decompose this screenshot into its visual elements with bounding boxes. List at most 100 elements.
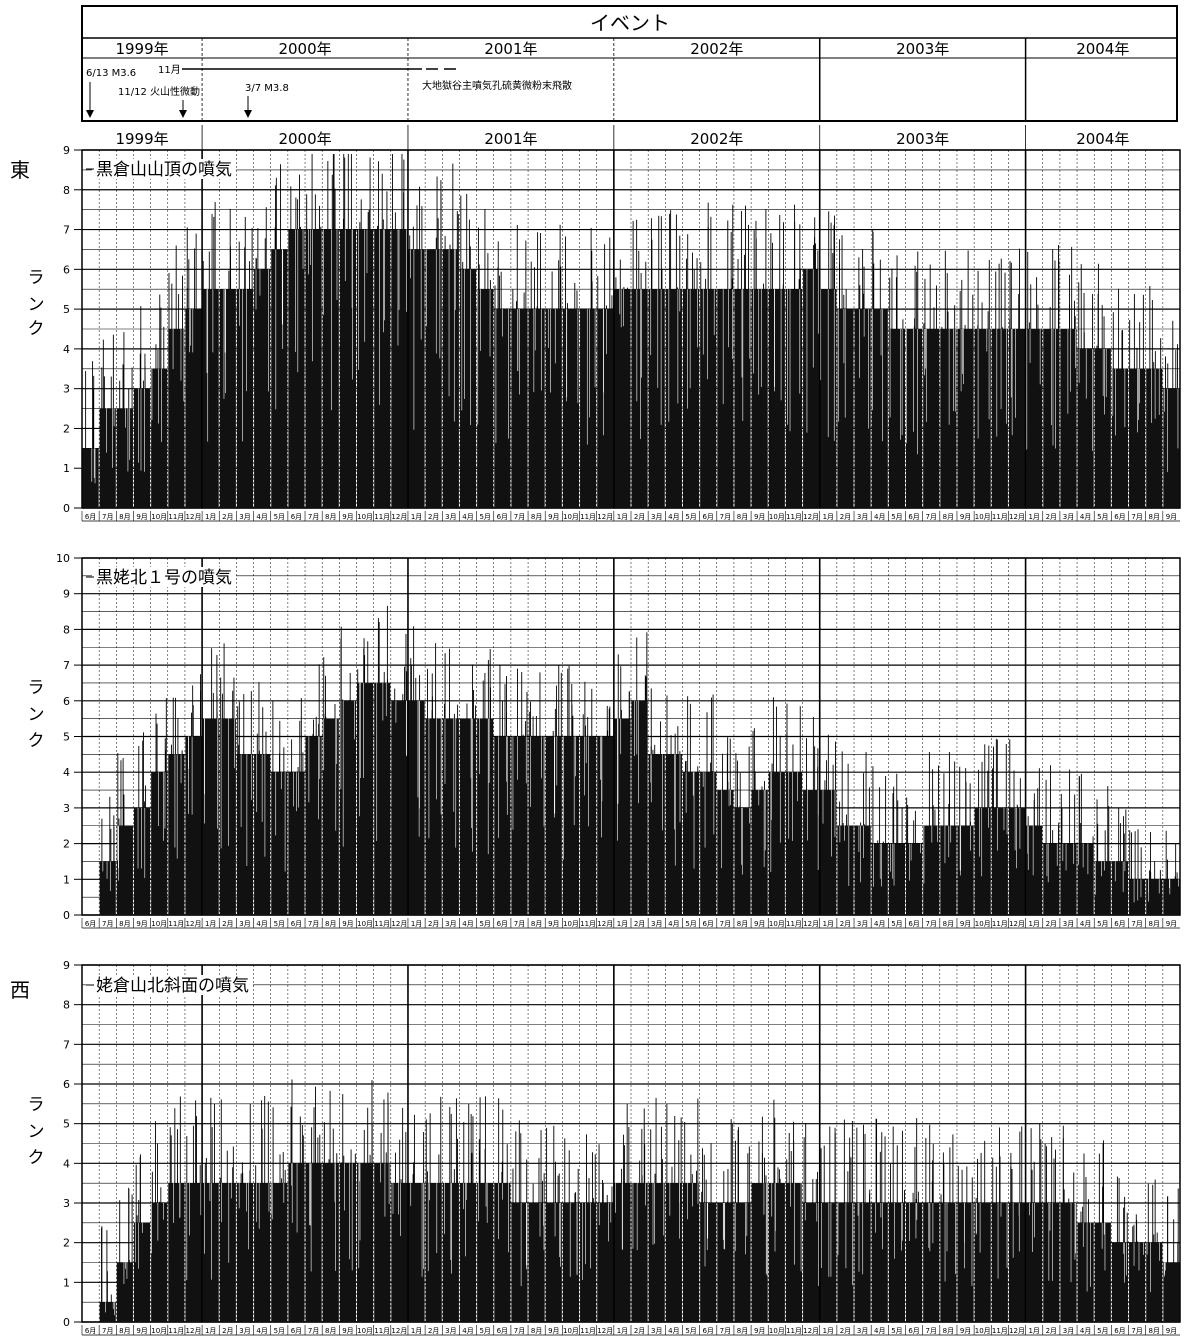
bar <box>888 329 905 508</box>
event-year-label: 2000年 <box>278 40 331 58</box>
month-tick-label: 7月 <box>720 1327 731 1335</box>
event-year-label: 2004年 <box>1076 40 1129 58</box>
bar <box>631 289 648 508</box>
bar <box>425 1183 442 1322</box>
bar <box>1043 1203 1060 1322</box>
month-tick-label: 1月 <box>205 920 216 928</box>
month-tick-label: 11月 <box>580 1327 596 1335</box>
bar <box>185 736 202 915</box>
month-tick-label: 3月 <box>857 920 868 928</box>
bar <box>545 309 562 508</box>
month-tick-label: 10月 <box>151 920 167 928</box>
bar <box>803 790 820 915</box>
bar <box>1163 388 1180 508</box>
y-tick-label: 0 <box>63 502 70 515</box>
month-tick-label: 4月 <box>462 513 473 521</box>
y-tick-label: 1 <box>63 462 70 475</box>
bar <box>614 1183 631 1322</box>
month-tick-label: 5月 <box>1097 513 1108 521</box>
month-tick-label: 10月 <box>151 1327 167 1335</box>
bar <box>1094 861 1111 915</box>
bar <box>442 718 459 915</box>
bar-series <box>99 605 1180 915</box>
month-tick-label: 11月 <box>374 920 390 928</box>
bar <box>991 807 1008 915</box>
y-tick-label: 3 <box>63 383 70 396</box>
month-tick-label: 4月 <box>668 513 679 521</box>
month-tick-label: 6月 <box>702 1327 713 1335</box>
month-tick-label: 12月 <box>1009 1327 1025 1335</box>
bar <box>528 309 545 508</box>
bar <box>288 772 305 915</box>
bar <box>648 1183 665 1322</box>
bar <box>700 772 717 915</box>
month-tick-label: 8月 <box>1149 920 1160 928</box>
month-tick-label: 3月 <box>239 920 250 928</box>
month-tick-label: 4月 <box>668 1327 679 1335</box>
bar <box>820 1203 837 1322</box>
month-tick-label: 3月 <box>857 513 868 521</box>
bar <box>528 1203 545 1322</box>
bar <box>957 825 974 915</box>
month-tick-label: 1月 <box>205 1327 216 1335</box>
month-tick-label: 10月 <box>357 513 373 521</box>
y-tick-label: 0 <box>63 909 70 922</box>
bar <box>682 1183 700 1322</box>
bar <box>339 700 356 915</box>
event-panel: イベント 1999年 2000年 2001年 2002年 2003年 2004年 6/13… <box>81 5 1178 122</box>
west-label: 西 <box>10 978 30 1002</box>
month-tick-label: 10月 <box>563 513 579 521</box>
bar <box>957 329 974 508</box>
bar <box>665 1183 682 1322</box>
arrow-down-icon <box>244 96 252 118</box>
month-tick-label: 5月 <box>479 1327 490 1335</box>
year-label: 2004年 <box>1076 130 1129 148</box>
east-label: 東 <box>10 158 30 182</box>
month-tick-label: 5月 <box>479 920 490 928</box>
bar <box>923 329 940 508</box>
bar <box>82 448 99 508</box>
bar-series <box>99 1079 1180 1322</box>
month-tick-label: 9月 <box>136 920 147 928</box>
bar <box>597 736 614 915</box>
month-tick-label: 5月 <box>685 513 696 521</box>
event-annotation-june-earthquake: 6/13 M3.6 <box>86 68 136 79</box>
month-tick-label: 9月 <box>960 513 971 521</box>
bar <box>940 825 957 915</box>
month-tick-label: 9月 <box>342 513 353 521</box>
month-tick-label: 7月 <box>926 1327 937 1335</box>
y-axis-label-char: ラ <box>28 1095 45 1115</box>
chart-title: 姥倉山北斜面の噴気 <box>96 976 249 996</box>
bar <box>305 736 322 915</box>
bar <box>871 1203 888 1322</box>
bar <box>803 269 820 508</box>
y-tick-label: 2 <box>63 838 70 851</box>
bar <box>1077 1222 1094 1322</box>
bar-series <box>82 153 1180 509</box>
month-tick-label: 9月 <box>960 1327 971 1335</box>
month-tick-label: 6月 <box>85 1327 96 1335</box>
month-tick-label: 11月 <box>580 513 596 521</box>
month-tick-label: 8月 <box>119 1327 130 1335</box>
bar <box>357 1163 374 1322</box>
month-tick-label: 4月 <box>1080 513 1091 521</box>
y-axis-label-char: ク <box>28 1148 45 1168</box>
month-tick-label: 11月 <box>992 1327 1008 1335</box>
month-tick-label: 6月 <box>908 513 919 521</box>
event-panel-frame <box>81 5 1178 122</box>
month-tick-label: 11月 <box>168 920 184 928</box>
bar <box>854 825 871 915</box>
month-tick-label: 3月 <box>1063 1327 1074 1335</box>
month-tick-label: 3月 <box>1063 513 1074 521</box>
month-tick-label: 3月 <box>651 513 662 521</box>
month-tick-label: 6月 <box>291 1327 302 1335</box>
month-tick-label: 8月 <box>325 920 336 928</box>
bar <box>562 1203 580 1322</box>
event-year-label: 2003年 <box>896 40 949 58</box>
bar <box>1043 843 1060 915</box>
bar <box>271 772 288 915</box>
month-tick-label: 12月 <box>597 920 613 928</box>
month-tick-label: 6月 <box>1114 1327 1125 1335</box>
